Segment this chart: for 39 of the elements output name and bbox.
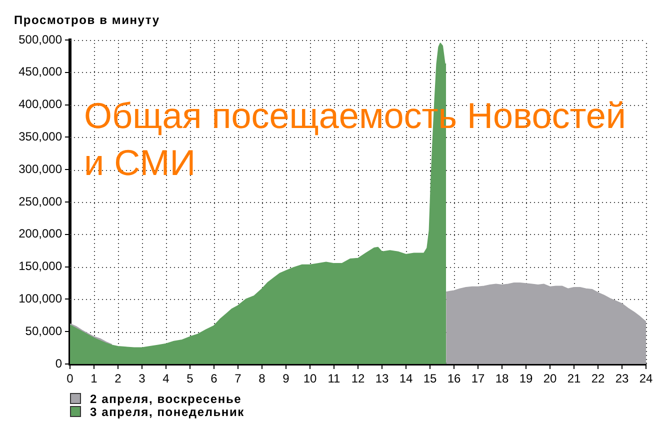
y-tick-label: 250,000 <box>18 194 62 208</box>
x-tick-label: 11 <box>328 372 341 386</box>
x-tick-label: 23 <box>615 372 629 386</box>
y-tick-label: 350,000 <box>18 130 62 144</box>
x-tick-label: 3 <box>138 372 146 386</box>
y-tick-label: 100,000 <box>18 292 62 306</box>
x-tick-label: 15 <box>423 372 437 386</box>
x-tick-label: 1 <box>90 372 98 386</box>
x-tick-label: 0 <box>66 372 74 386</box>
x-tick-label: 17 <box>471 372 485 386</box>
x-tick-label: 20 <box>543 372 557 386</box>
x-tick-label: 2 <box>114 372 122 386</box>
y-tick-label: 300,000 <box>18 162 62 176</box>
x-tick-label: 19 <box>519 372 533 386</box>
y-axis-title: Просмотров в минуту <box>14 13 160 27</box>
x-tick-label: 8 <box>258 372 266 386</box>
y-tick-label: 150,000 <box>18 259 62 274</box>
x-tick-label: 16 <box>447 372 461 386</box>
legend-label: 3 апреля, понедельник <box>90 405 245 419</box>
x-tick-label: 4 <box>162 372 170 386</box>
x-tick-label: 5 <box>186 372 194 386</box>
y-tick-label: 50,000 <box>25 324 62 338</box>
x-tick-label: 12 <box>351 372 365 386</box>
x-tick-label: 18 <box>495 372 509 386</box>
x-tick-label: 10 <box>303 372 317 386</box>
x-tick-label: 14 <box>399 372 413 386</box>
x-tick-label: 7 <box>234 372 242 386</box>
y-tick-label: 400,000 <box>18 97 62 112</box>
y-tick-label: 0 <box>55 356 62 370</box>
x-tick-label: 22 <box>591 372 605 386</box>
x-tick-label: 24 <box>639 372 653 386</box>
x-tick-label: 13 <box>375 372 389 386</box>
y-tick-label: 200,000 <box>18 226 62 241</box>
y-tick-label: 450,000 <box>18 64 62 79</box>
y-tick-label: 500,000 <box>18 32 62 46</box>
x-tick-label: 6 <box>210 372 218 386</box>
x-tick-label: 21 <box>567 372 581 386</box>
legend-label: 2 апреля, воскресенье <box>90 392 242 406</box>
x-tick-label: 9 <box>282 372 290 386</box>
